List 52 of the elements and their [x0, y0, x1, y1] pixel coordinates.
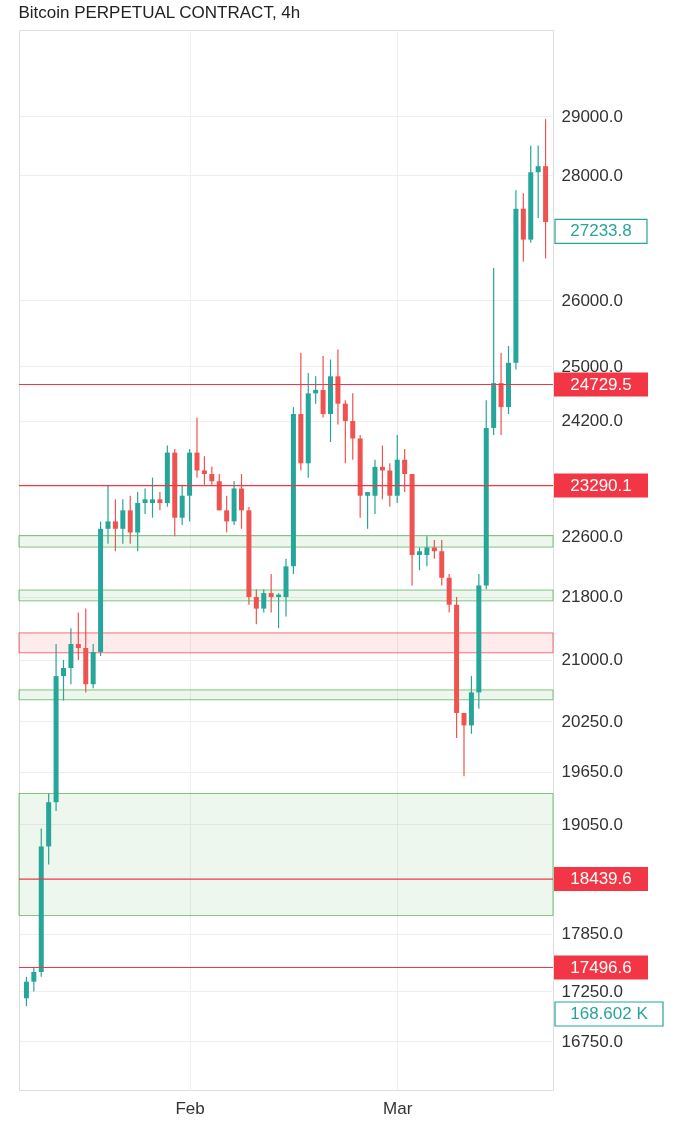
x-tick-label: Feb: [175, 1098, 205, 1118]
y-tick-label: 17250.0: [561, 981, 623, 1001]
candlestick: [157, 491, 163, 511]
candlestick: [194, 416, 200, 479]
candlestick: [120, 498, 126, 545]
ref-line-label: 17496.6: [570, 957, 632, 977]
text: 27233.8: [570, 221, 632, 241]
candlestick: [498, 352, 504, 436]
candlestick: [239, 473, 244, 530]
y-tick-label: 24200.0: [561, 411, 623, 431]
candlestick: [268, 573, 274, 614]
candlestick: [112, 498, 118, 552]
text: 168.602 K: [570, 1004, 649, 1023]
candlestick: [365, 491, 371, 530]
candlestick: [461, 712, 467, 777]
y-tick-label: 21000.0: [561, 650, 623, 670]
y-tick-label: 16750.0: [561, 1031, 623, 1051]
candlestick: [224, 495, 230, 534]
y-tick-label: 19650.0: [561, 762, 623, 782]
candlestick: [431, 539, 437, 560]
y-tick-label: 29000.0: [561, 106, 623, 126]
candlestick: [150, 477, 155, 519]
y-tick-label: 25000.0: [561, 356, 623, 376]
candlestick: [342, 399, 348, 464]
candlestick: [261, 588, 267, 614]
chart-title: Bitcoin PERPETUAL CONTRACT, 4h: [18, 3, 301, 22]
y-tick-label: 22600.0: [561, 526, 623, 546]
ref-line-label: 24729.5: [570, 374, 632, 394]
candlestick: [142, 487, 148, 515]
candlestick: [424, 535, 430, 567]
ref-line-label: 23290.1: [570, 475, 632, 495]
candlestick: [350, 392, 356, 461]
y-tick-label: 28000.0: [561, 165, 623, 185]
candlestick: [535, 144, 541, 219]
y-tick-label: 19050.0: [561, 814, 623, 834]
ref-line-label: 18439.6: [570, 869, 632, 889]
candlestick: [253, 588, 259, 625]
candlestick: [417, 546, 422, 571]
candlestick: [23, 976, 29, 1007]
candlestick: [201, 455, 207, 486]
y-tick-label: 26000.0: [561, 290, 623, 310]
y-tick-label: 21800.0: [561, 587, 623, 607]
candlestick: [179, 484, 185, 526]
candlestick: [402, 448, 408, 493]
y-tick-label: 20250.0: [561, 711, 623, 731]
candlestick: [127, 495, 133, 545]
candlestick: [61, 659, 66, 702]
y-tick-label: 17850.0: [561, 924, 623, 944]
candlestick: [31, 966, 37, 993]
x-tick-label: Mar: [383, 1098, 413, 1118]
candlestick: [105, 484, 111, 545]
candlestick: [75, 611, 81, 661]
